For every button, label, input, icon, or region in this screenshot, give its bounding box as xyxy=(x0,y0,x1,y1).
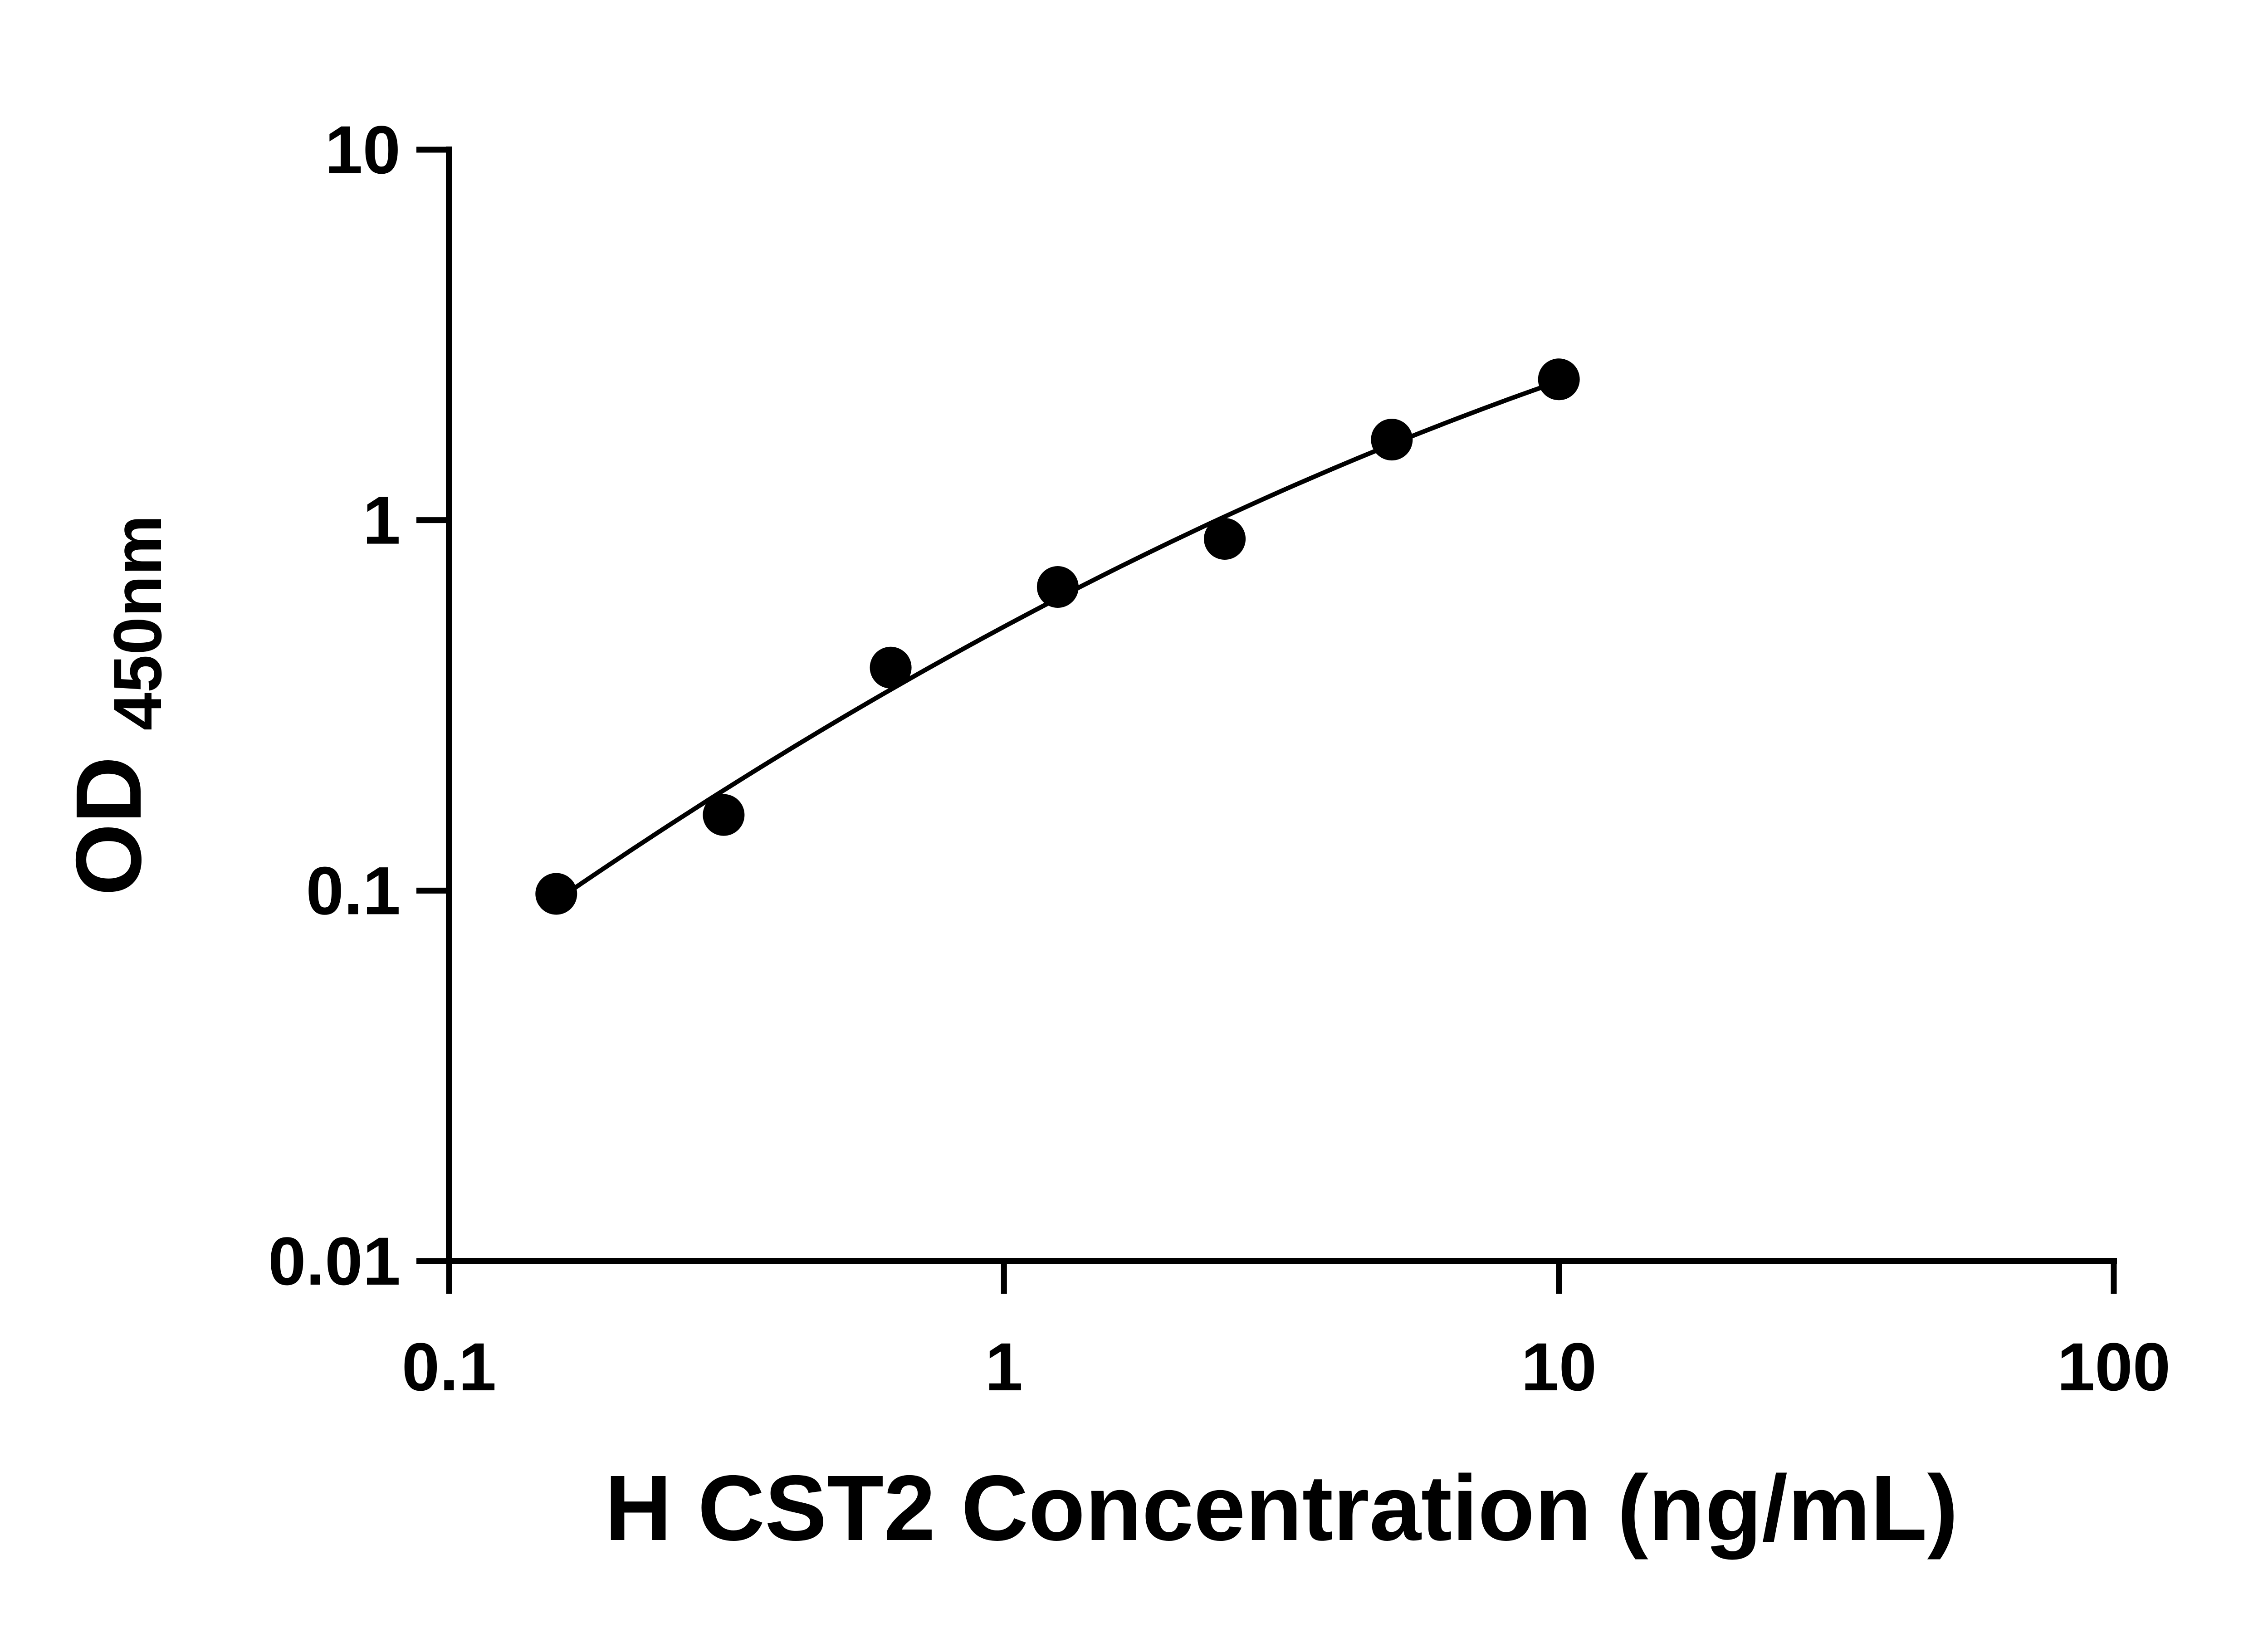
y-tick-label: 10 xyxy=(325,112,401,188)
data-point xyxy=(870,646,912,689)
data-point xyxy=(535,873,577,915)
y-tick-label: 1 xyxy=(363,482,401,558)
axes xyxy=(446,147,2117,1264)
data-point xyxy=(1371,419,1413,461)
y-axis-title-subscript: 450nm xyxy=(99,515,176,730)
x-tick-label: 100 xyxy=(2057,1329,2170,1405)
y-axis-title-main: OD xyxy=(57,756,161,896)
data-points xyxy=(535,358,1580,915)
x-tick-labels: 0.1 1 10 100 xyxy=(402,1329,2170,1405)
x-axis-title: H CST2 Concentration (ng/mL) xyxy=(605,1456,1958,1560)
data-point xyxy=(703,794,745,836)
data-point xyxy=(1036,566,1079,608)
x-tick-label: 1 xyxy=(985,1329,1023,1405)
tick-marks xyxy=(416,147,2117,1294)
x-tick-label: 0.1 xyxy=(402,1329,497,1405)
y-axis-title: OD 450nm xyxy=(57,515,176,896)
y-tick-label: 0.01 xyxy=(268,1223,401,1299)
axis-spines xyxy=(446,147,2117,1264)
data-point xyxy=(1204,518,1246,560)
x-tick-label: 10 xyxy=(1521,1329,1597,1405)
data-point xyxy=(1538,358,1580,401)
y-tick-labels: 0.01 0.1 1 10 xyxy=(268,112,401,1299)
y-tick-label: 0.1 xyxy=(306,852,401,929)
